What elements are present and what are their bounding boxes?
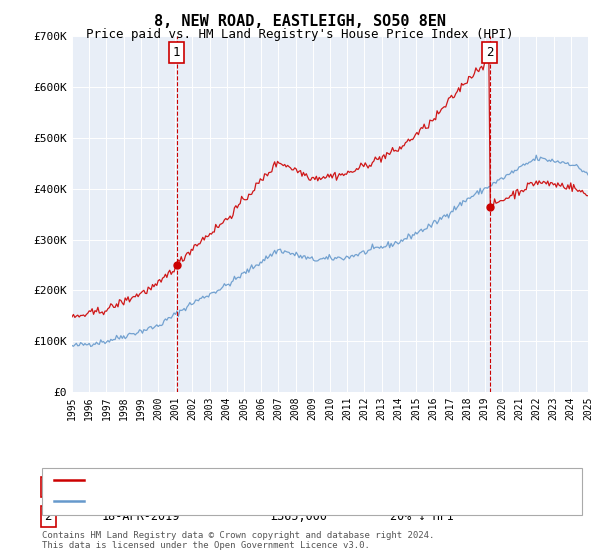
- Text: 8, NEW ROAD, EASTLEIGH, SO50 8EN (detached house): 8, NEW ROAD, EASTLEIGH, SO50 8EN (detach…: [90, 475, 396, 485]
- Text: 37% ↑ HPI: 37% ↑ HPI: [390, 480, 454, 494]
- Text: 18-APR-2019: 18-APR-2019: [102, 510, 181, 523]
- Text: 1: 1: [173, 46, 181, 59]
- Text: HPI: Average price, detached house, Eastleigh: HPI: Average price, detached house, East…: [90, 496, 371, 506]
- Text: 8, NEW ROAD, EASTLEIGH, SO50 8EN: 8, NEW ROAD, EASTLEIGH, SO50 8EN: [154, 14, 446, 29]
- Text: £250,000: £250,000: [270, 480, 327, 494]
- Text: 20% ↓ HPI: 20% ↓ HPI: [390, 510, 454, 523]
- Text: 2: 2: [486, 46, 494, 59]
- Text: Price paid vs. HM Land Registry's House Price Index (HPI): Price paid vs. HM Land Registry's House …: [86, 28, 514, 41]
- Text: 31-JAN-2001: 31-JAN-2001: [102, 480, 181, 494]
- Text: Contains HM Land Registry data © Crown copyright and database right 2024.
This d: Contains HM Land Registry data © Crown c…: [42, 530, 434, 550]
- Text: 1: 1: [44, 480, 52, 494]
- Text: 2: 2: [44, 510, 52, 523]
- Text: £365,000: £365,000: [270, 510, 327, 523]
